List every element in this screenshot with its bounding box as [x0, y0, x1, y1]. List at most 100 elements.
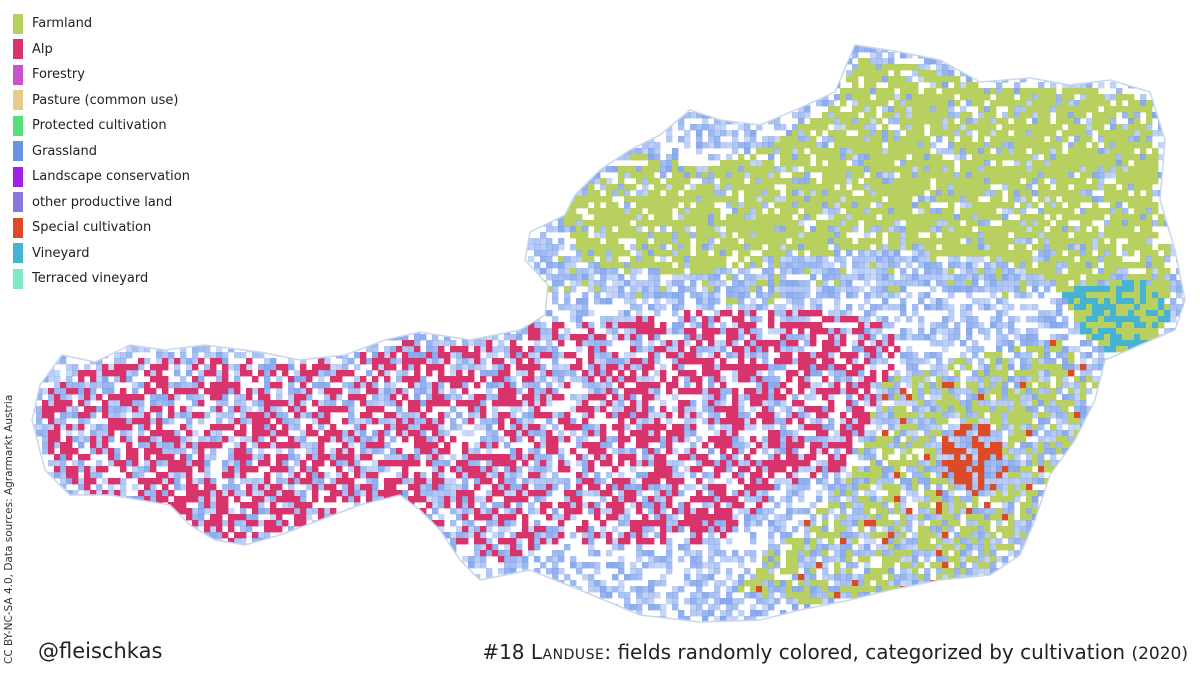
parcel-grassland	[990, 280, 997, 287]
parcel-grassland	[252, 250, 259, 257]
parcel-grassland	[834, 46, 841, 53]
parcel-farmland	[840, 130, 847, 137]
parcel-farmland	[1134, 160, 1141, 167]
parcel-farmland	[1062, 160, 1069, 167]
parcel-grassland	[474, 94, 481, 101]
parcel-grassland	[588, 45, 595, 47]
parcel-farmland	[864, 160, 871, 167]
parcel-grassland	[354, 262, 361, 269]
parcel-grassland	[750, 112, 757, 119]
parcel-grassland	[378, 244, 385, 251]
parcel-grassland	[462, 46, 469, 53]
parcel-grassland	[360, 268, 367, 275]
parcel-farmland	[1056, 148, 1063, 155]
parcel-farmland	[1038, 148, 1045, 155]
parcel-farmland	[852, 196, 859, 203]
parcel-farmland	[726, 166, 733, 173]
parcel-grassland	[522, 112, 529, 119]
parcel-grassland	[318, 238, 325, 245]
parcel-grassland	[1146, 82, 1153, 89]
parcel-farmland	[912, 124, 919, 131]
parcel-grassland	[852, 274, 859, 281]
parcel-farmland	[618, 262, 625, 269]
parcel-grassland	[240, 76, 247, 83]
parcel-grassland	[282, 268, 289, 275]
parcel-grassland	[246, 124, 253, 131]
parcel-grassland	[456, 124, 463, 131]
parcel-grassland	[498, 52, 505, 59]
parcel-grassland	[336, 112, 343, 119]
parcel-grassland	[930, 82, 937, 89]
parcel-farmland	[654, 160, 661, 167]
parcel-grassland	[726, 154, 733, 161]
parcel-grassland	[312, 226, 319, 233]
parcel-farmland	[918, 154, 925, 161]
parcel-grassland	[276, 52, 283, 59]
parcel-farmland	[696, 268, 703, 275]
parcel-grassland	[456, 148, 463, 155]
parcel-grassland	[882, 172, 889, 179]
parcel-grassland	[258, 70, 265, 77]
parcel-grassland	[870, 124, 877, 131]
parcel-farmland	[888, 232, 895, 239]
parcel-grassland	[882, 58, 889, 65]
parcel-grassland	[1182, 130, 1185, 137]
parcel-grassland	[378, 160, 385, 167]
parcel-farmland	[858, 100, 865, 107]
parcel-grassland	[660, 244, 667, 251]
parcel-farmland	[1134, 142, 1141, 149]
parcel-farmland	[936, 172, 943, 179]
parcel-farmland	[924, 136, 931, 143]
parcel-grassland	[234, 184, 241, 191]
parcel-grassland	[882, 178, 889, 185]
parcel-grassland	[1080, 46, 1087, 53]
parcel-farmland	[1008, 220, 1015, 227]
parcel-grassland	[870, 52, 877, 59]
parcel-farmland	[1134, 220, 1141, 227]
parcel-grassland	[714, 154, 721, 161]
parcel-grassland	[366, 52, 373, 59]
parcel-grassland	[204, 46, 211, 53]
parcel-farmland	[924, 148, 931, 155]
parcel-grassland	[240, 124, 247, 131]
parcel-farmland	[738, 154, 745, 161]
parcel-farmland	[810, 244, 817, 251]
parcel-grassland	[1164, 256, 1171, 263]
parcel-farmland	[678, 208, 685, 215]
parcel-grassland	[390, 166, 397, 173]
parcel-farmland	[1110, 130, 1117, 137]
parcel-grassland	[462, 268, 469, 275]
parcel-farmland	[1164, 268, 1171, 275]
parcel-grassland	[282, 58, 289, 65]
parcel-farmland	[1038, 166, 1045, 173]
parcel-grassland	[402, 160, 409, 167]
parcel-grassland	[684, 262, 691, 269]
parcel-grassland	[312, 106, 319, 113]
parcel-grassland	[414, 142, 421, 149]
parcel-grassland	[1026, 52, 1033, 59]
parcel-grassland	[522, 268, 529, 275]
parcel-farmland	[1044, 262, 1051, 269]
parcel-farmland	[990, 154, 997, 161]
parcel-grassland	[1044, 52, 1051, 59]
parcel-grassland	[1146, 256, 1153, 263]
parcel-farmland	[1020, 124, 1027, 131]
parcel-grassland	[390, 76, 397, 83]
parcel-grassland	[396, 262, 403, 269]
parcel-farmland	[792, 160, 799, 167]
parcel-farmland	[588, 190, 595, 197]
parcel-farmland	[732, 262, 739, 269]
parcel-grassland	[420, 88, 427, 95]
parcel-grassland	[564, 82, 571, 89]
parcel-grassland	[198, 220, 205, 227]
parcel-farmland	[672, 226, 679, 233]
parcel-farmland	[786, 190, 793, 197]
parcel-grassland	[546, 202, 553, 209]
parcel-grassland	[1020, 262, 1027, 269]
parcel-farmland	[792, 232, 799, 239]
parcel-grassland	[780, 166, 787, 173]
parcel-farmland	[846, 244, 853, 251]
parcel-grassland	[504, 64, 511, 71]
parcel-grassland	[522, 106, 529, 113]
parcel-farmland	[714, 172, 721, 179]
